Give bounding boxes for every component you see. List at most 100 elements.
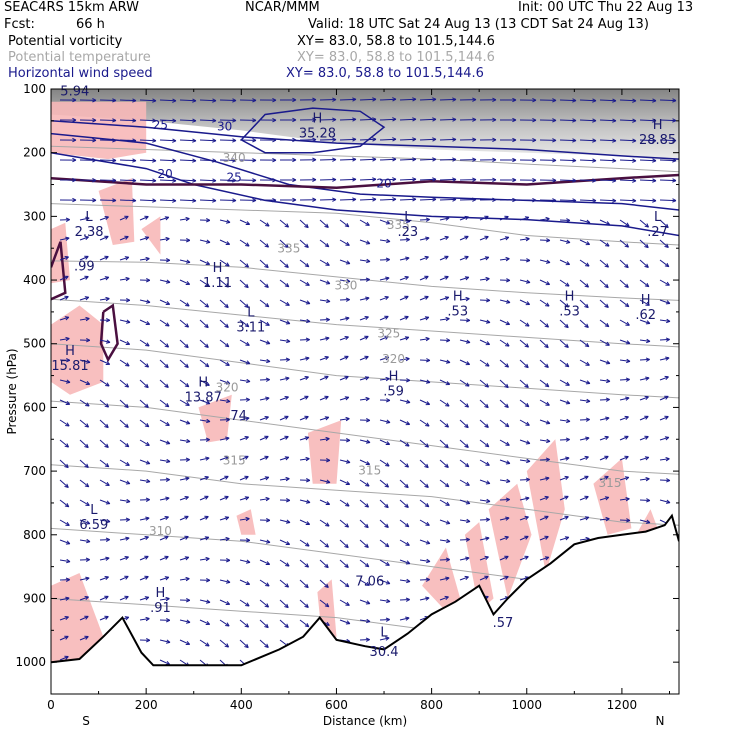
- wind-arrow: [399, 257, 410, 261]
- wind-arrow-head: [85, 216, 90, 221]
- wind-arrow: [479, 359, 490, 367]
- wind-arrow-head: [152, 118, 157, 123]
- wind-arrow: [99, 576, 109, 581]
- wind-arrow-head: [384, 483, 390, 488]
- wind-arrow: [219, 399, 231, 403]
- pv-contour: [51, 173, 679, 189]
- wind-arrow: [239, 219, 250, 225]
- wind-arrow: [239, 476, 249, 481]
- wind-arrow: [219, 319, 229, 328]
- wind-arrow: [199, 199, 217, 202]
- wind-arrow-head: [105, 360, 111, 365]
- wind-arrow: [119, 339, 130, 345]
- wind-arrow: [199, 99, 217, 102]
- wind-arrow: [499, 555, 509, 561]
- wind-arrow: [259, 359, 271, 363]
- wind-arrow-head: [224, 342, 230, 348]
- wind-arrow-head: [344, 396, 350, 401]
- wind-arrow: [359, 459, 370, 465]
- wind-arrow-head: [304, 436, 310, 441]
- wind-arrow-head: [385, 561, 390, 566]
- wind-arrow-head: [564, 495, 569, 500]
- wind-arrow: [439, 276, 449, 281]
- wind-arrow-head: [464, 276, 470, 281]
- wind-arrow: [619, 397, 630, 401]
- wind-speed-contour: [240, 107, 386, 154]
- wind-arrow-head: [545, 420, 551, 425]
- isentrope-line: [51, 298, 679, 348]
- wind-arrow-head: [504, 215, 509, 220]
- extremum-marker: H.53: [559, 290, 580, 320]
- wind-arrow-head: [445, 402, 450, 407]
- wind-arrow: [239, 239, 250, 247]
- extremum-kind: H: [65, 344, 75, 359]
- wind-arrow-head: [472, 197, 477, 202]
- wind-arrow: [359, 219, 370, 226]
- wind-arrow-head: [65, 336, 70, 342]
- wind-arrow: [179, 159, 197, 162]
- wind-arrow-head: [384, 356, 390, 361]
- wind-arrow: [99, 119, 117, 122]
- wind-arrow-head: [465, 382, 470, 387]
- wind-arrow-head: [385, 636, 390, 641]
- wind-arrow-head: [65, 400, 71, 405]
- wind-arrow: [419, 459, 429, 468]
- wind-arrow-head: [225, 417, 230, 422]
- wind-arrow: [259, 416, 269, 421]
- wind-arrow: [319, 499, 330, 505]
- wind-arrow-head: [144, 575, 149, 580]
- wind-arrow: [439, 296, 449, 301]
- wind-arrow-head: [144, 403, 149, 408]
- wind-arrow: [179, 578, 190, 581]
- north-end-label: N: [656, 714, 665, 728]
- wind-arrow: [479, 518, 490, 521]
- wind-arrow-head: [325, 479, 331, 484]
- wind-arrow-head: [444, 482, 450, 488]
- wind-arrow: [59, 237, 70, 241]
- wind-arrow-head: [652, 118, 657, 123]
- wind-arrow: [239, 496, 249, 501]
- wind-arrow: [199, 339, 209, 348]
- center-label: NCAR/MMM: [245, 0, 320, 15]
- wind-arrow: [359, 316, 369, 321]
- wind-arrow-head: [85, 520, 91, 525]
- wind-arrow-head: [332, 137, 337, 142]
- wind-arrow-head: [524, 535, 529, 540]
- wind-arrow-head: [152, 198, 157, 203]
- wind-arrow: [339, 239, 350, 246]
- wind-arrow-head: [612, 178, 617, 183]
- wind-arrow: [499, 236, 509, 241]
- extremum-kind: H: [565, 290, 575, 305]
- wind-arrow: [559, 399, 571, 404]
- wind-arrow-head: [425, 596, 430, 601]
- wind-arrow: [359, 539, 369, 548]
- wind-arrow-head: [205, 218, 211, 223]
- wind-arrow: [99, 359, 110, 365]
- pv-contour-label: .99: [74, 260, 95, 275]
- wind-arrow-head: [144, 536, 149, 541]
- wind-arrow-head: [265, 321, 270, 326]
- wind-arrow: [199, 399, 211, 405]
- wind-arrow: [79, 459, 89, 468]
- wind-arrow: [359, 356, 369, 361]
- wind-arrow-head: [584, 283, 590, 288]
- wind-arrow: [99, 459, 110, 468]
- wind-arrow-head: [72, 177, 77, 183]
- wind-arrow-head: [485, 461, 490, 466]
- wind-arrow-head: [424, 275, 429, 280]
- wind-arrow-head: [564, 475, 569, 481]
- wind-arrow: [79, 419, 89, 428]
- wind-arrow: [619, 435, 629, 441]
- wind-arrow-head: [272, 177, 277, 183]
- wind-arrow: [339, 355, 349, 361]
- wind-arrow: [79, 596, 89, 601]
- extremum-marker: L6.59: [79, 503, 108, 533]
- wind-arrow: [239, 299, 249, 308]
- wind-arrow: [379, 499, 389, 508]
- wind-arrow-head: [66, 358, 71, 363]
- wind-arrow-head: [124, 575, 129, 580]
- wind-arrow-head: [504, 535, 509, 541]
- wind-arrow-head: [204, 323, 209, 329]
- wind-arrow-head: [72, 157, 77, 163]
- wind-arrow-head: [552, 138, 557, 143]
